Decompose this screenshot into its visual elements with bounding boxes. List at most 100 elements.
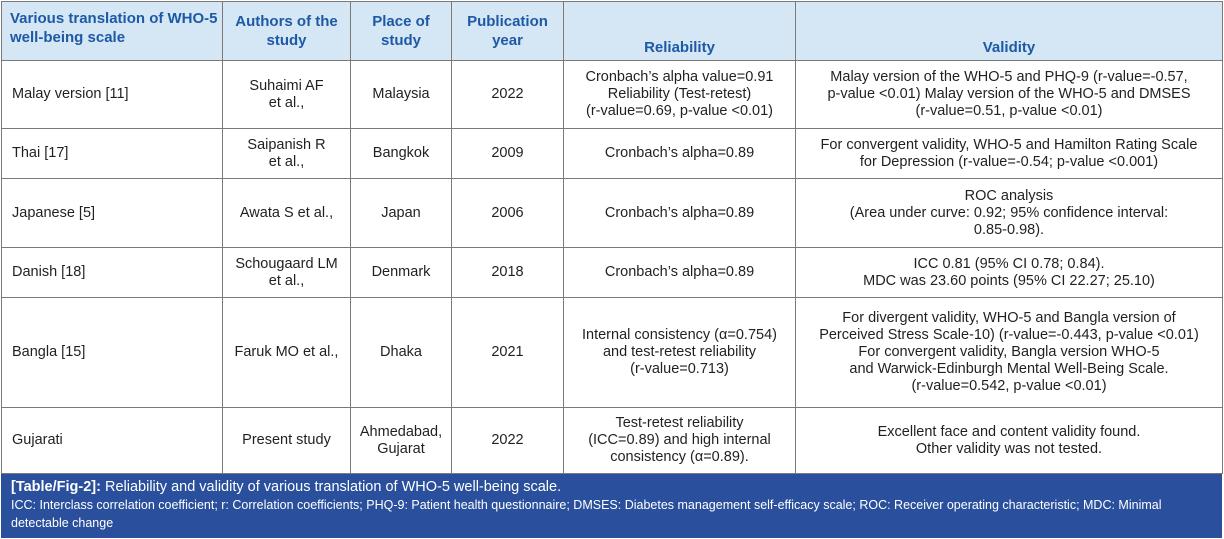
cell-line: Perceived Stress Scale-10) (r-value=-0.4…: [819, 327, 1199, 343]
cell-line: for Depression (r-value=-0.54; p-value <…: [859, 153, 1159, 170]
cell-line: (ICC=0.89) and high internal: [588, 432, 771, 448]
cell-line: Cronbach’s alpha value=0.91: [585, 69, 774, 85]
year-cell: 2018: [451, 247, 564, 298]
cell-line: Present study: [242, 432, 331, 448]
reliability-cell: Cronbach’s alpha=0.89: [563, 247, 796, 298]
cell-line: Cronbach’s alpha=0.89: [604, 264, 755, 280]
place-cell: Japan: [350, 178, 452, 248]
cell-line: Excellent face and content validity foun…: [877, 423, 1141, 440]
cell-line: Bangkok: [372, 145, 430, 161]
year-cell: 2006: [451, 178, 564, 248]
validity-cell: For convergent validity, WHO-5 and Hamil…: [795, 128, 1223, 179]
table-row: Bangla [15] Faruk MO et al., Dhaka 2021 Inte…: [1, 297, 1223, 408]
place-cell: Ahmedabad, Gujarat: [350, 407, 452, 474]
table-row: Danish [18] Schougaard LM et al., Denmark 20…: [1, 247, 1223, 298]
place-cell: Denmark: [350, 247, 452, 298]
authors-cell: Schougaard LM et al.,: [222, 247, 351, 298]
authors-cell: Awata S et al.,: [222, 178, 351, 248]
translation-cell: Thai [17]: [1, 128, 223, 179]
cell-line: Awata S et al.,: [239, 204, 334, 221]
cell-line: 0.85-0.98).: [973, 221, 1045, 238]
cell-line: ICC 0.81 (95% CI 0.78; 0.84).: [913, 255, 1105, 272]
caption-title: Reliability and validity of various tran…: [104, 479, 562, 495]
cell-line: ROC analysis: [964, 187, 1054, 204]
year-cell: 2021: [451, 297, 564, 408]
cell-line: Japan: [381, 204, 421, 221]
table-body: Malay version [11] Suhaimi AF et al., Malay…: [1, 60, 1223, 474]
cell-line: et al.,: [268, 94, 305, 111]
cell-line: Malaysia: [372, 86, 430, 102]
translation-cell: Bangla [15]: [1, 297, 223, 408]
caption-abbreviations: ICC: Interclass correlation coefficient;…: [11, 498, 1162, 530]
header-place: Place of study: [350, 1, 452, 61]
cell-line: Gujarat: [377, 440, 425, 457]
table-header-row: Various translation of WHO-5 well-being …: [1, 1, 1223, 61]
cell-line: (r-value=0.542, p-value <0.01): [911, 378, 1107, 394]
cell-line: et al.,: [268, 272, 305, 289]
header-authors: Authors of the study: [222, 1, 351, 61]
reliability-cell: Cronbach’s alpha=0.89: [563, 128, 796, 179]
cell-line: Cronbach’s alpha=0.89: [604, 145, 755, 161]
translation-cell: Malay version [11]: [1, 60, 223, 129]
who5-translation-table: Various translation of WHO-5 well-being …: [1, 1, 1223, 474]
table-row: Japanese [5] Awata S et al., Japan 2006 Cron…: [1, 178, 1223, 248]
table-caption: [Table/Fig-2]: Reliability and validity …: [1, 474, 1222, 538]
cell-line: (r-value=0.69, p-value <0.01): [586, 103, 773, 119]
cell-line: Cronbach’s alpha=0.89: [604, 204, 755, 221]
translation-cell: Danish [18]: [1, 247, 223, 298]
cell-line: Dhaka: [380, 344, 422, 360]
translation-cell: Japanese [5]: [1, 178, 223, 248]
translation-cell: Gujarati: [1, 407, 223, 474]
place-cell: Dhaka: [350, 297, 452, 408]
cell-line: Faruk MO et al.,: [234, 344, 339, 360]
cell-line: p-value <0.01) Malay version of the WHO-…: [827, 86, 1191, 102]
cell-line: Saipanish R: [247, 136, 326, 153]
cell-line: MDC was 23.60 points (95% CI 22.27; 25.1…: [863, 272, 1155, 289]
cell-line: Internal consistency (α=0.754): [582, 327, 777, 343]
table-row: Gujarati Present study Ahmedabad, Gujarat 20…: [1, 407, 1223, 474]
cell-line: Reliability (Test-retest): [607, 86, 752, 102]
place-cell: Bangkok: [350, 128, 452, 179]
authors-cell: Present study: [222, 407, 351, 474]
cell-line: Malay version of the WHO-5 and PHQ-9 (r-…: [830, 69, 1188, 85]
header-translation: Various translation of WHO-5 well-being …: [1, 1, 223, 61]
cell-line: Schougaard LM: [235, 255, 338, 272]
caption-label: [Table/Fig-2]:: [11, 479, 101, 495]
authors-cell: Suhaimi AF et al.,: [222, 60, 351, 129]
cell-line: and test-retest reliability: [602, 344, 757, 360]
reliability-cell: Cronbach’s alpha value=0.91 Reliability (…: [563, 60, 796, 129]
year-cell: 2022: [451, 60, 564, 129]
caption-title-line: [Table/Fig-2]: Reliability and validity …: [11, 478, 1216, 496]
cell-line: For convergent validity, Bangla version …: [858, 344, 1160, 360]
validity-cell: ROC analysis (Area under curve: 0.92; 95%…: [795, 178, 1223, 248]
place-cell: Malaysia: [350, 60, 452, 129]
cell-line: For convergent validity, WHO-5 and Hamil…: [820, 136, 1198, 153]
reliability-cell: Cronbach’s alpha=0.89: [563, 178, 796, 248]
cell-line: Suhaimi AF: [249, 77, 324, 94]
cell-line: (Area under curve: 0.92; 95% confidence …: [849, 204, 1169, 221]
cell-line: Ahmedabad,: [359, 423, 443, 440]
reliability-cell: Test-retest reliability (ICC=0.89) and hi…: [563, 407, 796, 474]
authors-cell: Faruk MO et al.,: [222, 297, 351, 408]
year-cell: 2009: [451, 128, 564, 179]
cell-line: (r-value=0.713): [630, 361, 729, 377]
validity-cell: Excellent face and content validity foun…: [795, 407, 1223, 474]
cell-line: Other validity was not tested.: [915, 440, 1103, 457]
reliability-cell: Internal consistency (α=0.754) and test-r…: [563, 297, 796, 408]
cell-line: and Warwick-Edinburgh Mental Well-Being …: [849, 361, 1169, 377]
header-reliability: Reliability: [563, 1, 796, 61]
cell-line: consistency (α=0.89).: [610, 449, 749, 465]
year-cell: 2022: [451, 407, 564, 474]
cell-line: et al.,: [268, 153, 305, 170]
cell-line: (r-value=0.51, p-value <0.01): [915, 103, 1103, 119]
validity-cell: Malay version of the WHO-5 and PHQ-9 (r-…: [795, 60, 1223, 129]
cell-line: Denmark: [371, 264, 431, 280]
header-validity: Validity: [795, 1, 1223, 61]
table-row: Malay version [11] Suhaimi AF et al., Malay…: [1, 60, 1223, 129]
header-year: Publication year: [451, 1, 564, 61]
validity-cell: ICC 0.81 (95% CI 0.78; 0.84). MDC was 23.…: [795, 247, 1223, 298]
cell-line: For divergent validity, WHO-5 and Bangla…: [842, 310, 1176, 326]
